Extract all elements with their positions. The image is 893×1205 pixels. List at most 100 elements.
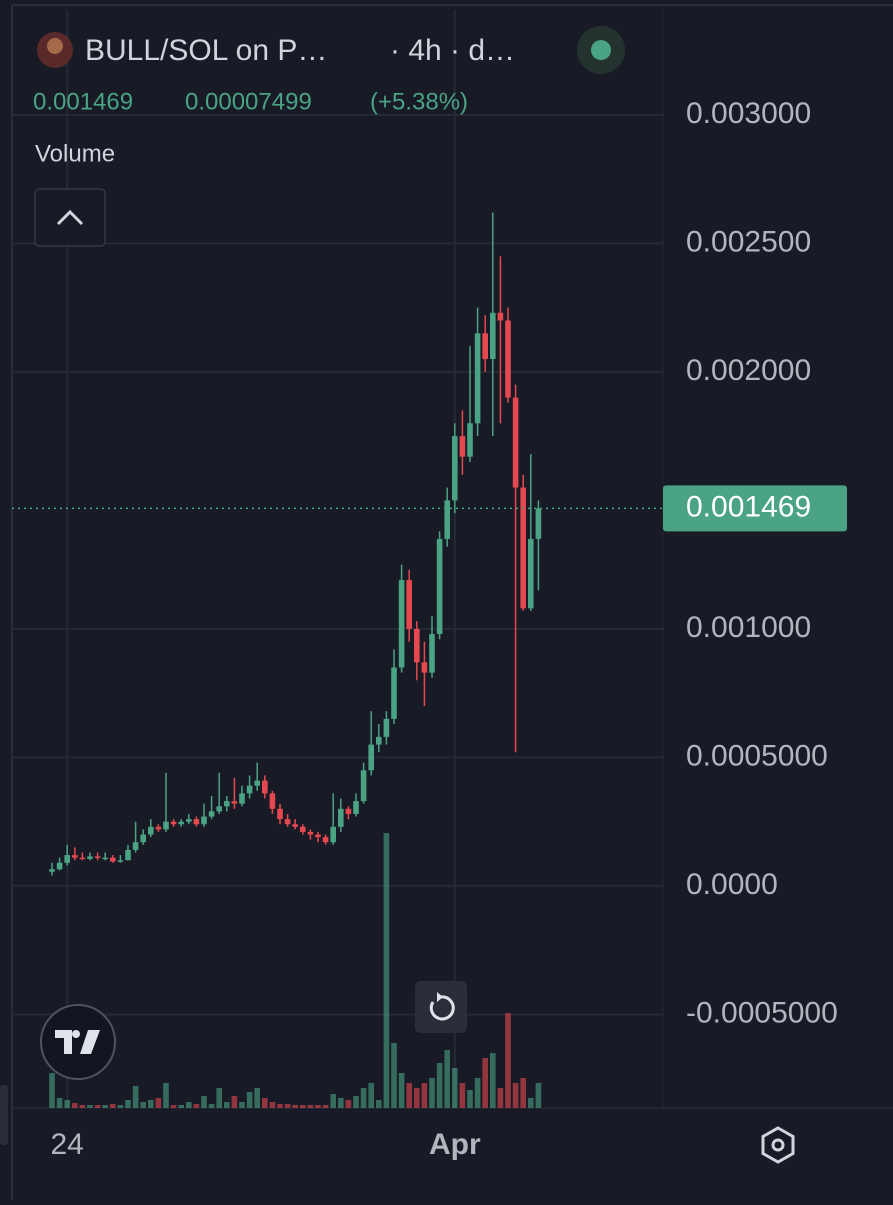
volume-bar [140,1102,146,1108]
candle-body [497,312,504,321]
tv-logo [55,1030,100,1054]
candle-body [193,819,200,825]
collapse-button[interactable] [34,188,106,247]
header-price: 0.001469 [33,88,133,115]
volume-bar [528,1098,534,1108]
volume-bar [512,1083,519,1108]
settings-icon-center [771,1138,785,1152]
volume-bar [421,1083,428,1108]
volume-bar [338,1098,344,1108]
volume-bar [87,1105,93,1108]
candle-body [56,862,63,870]
volume-bar [186,1102,192,1108]
volume-bar [125,1100,131,1108]
candle-body [383,718,390,737]
tv-logo-button[interactable] [40,1004,116,1080]
volume-bar [368,1083,374,1108]
last-price-label: 0.001469 [686,490,811,523]
collapse-icon [56,209,84,226]
candle-body [474,333,481,424]
volume-bar [224,1102,230,1108]
volume-bar [300,1105,306,1108]
candle-body [360,770,367,802]
volume-bar [262,1098,268,1108]
candle-body [269,793,276,809]
x-tick-label: 24 [51,1128,84,1161]
candle-body [254,780,260,786]
reset-button[interactable] [415,981,467,1033]
volume-bar [170,1105,177,1108]
volume-bar [148,1100,154,1108]
volume-bar [292,1105,298,1108]
candle-body [398,580,405,668]
volume-bar [132,1086,139,1108]
volume-bar [315,1105,321,1108]
volume-bar [353,1096,359,1108]
volume-bar [383,833,390,1108]
candle-body [444,500,450,539]
interval[interactable]: · 4h · d… [390,34,515,67]
last-price-tag [663,485,847,532]
candle-body [155,826,162,830]
candle-body [520,487,526,609]
candle-body [482,333,488,360]
candle-body [467,423,473,457]
candle-body [421,662,428,673]
candle-body [163,821,169,830]
volume-bar [246,1092,253,1108]
volume-bar [178,1105,184,1108]
candle-body [102,857,108,860]
volume-bar [193,1104,200,1108]
candle-body [315,834,321,838]
volume-bar [505,1013,511,1108]
candle-body [125,849,131,861]
candle-body [201,816,207,825]
candle-body [186,819,192,822]
side-handle[interactable] [0,1085,8,1145]
volume-bar [360,1088,367,1108]
y-tick-label: 0.0000 [686,868,778,901]
volume-bar [201,1096,207,1108]
candle-body [277,808,283,820]
candle-body [132,842,139,850]
y-tick-label: -0.0005000 [686,996,838,1029]
status-dot [591,40,611,60]
candle-body [512,397,519,488]
candle-body [94,856,101,858]
volume-bar [330,1094,336,1108]
volume-bar [490,1053,496,1108]
y-tick-label: 0.0005000 [686,739,828,772]
volume-bar [322,1105,329,1108]
volume-bar [49,1073,55,1108]
candle-body [414,628,420,663]
candle-body [406,580,412,629]
candle-body [284,819,291,825]
y-tick-label: 0.002000 [686,354,811,387]
y-tick-label: 0.001000 [686,611,811,644]
volume-bar [391,1043,397,1108]
header-change-percent: (+5.38%) [370,88,468,115]
volume-bar [72,1103,78,1108]
volume-bar [398,1073,405,1108]
volume-bar [520,1078,526,1108]
candle-body [345,808,352,814]
candle-body [140,834,146,843]
candle-body [429,634,435,673]
candle-body [178,821,184,825]
candle-body [246,785,253,794]
volume-bar [79,1105,86,1108]
symbol-title[interactable]: BULL/SOL on P… [85,34,327,67]
candle-body [170,821,177,825]
candle-body [376,736,382,745]
volume-bar [254,1088,260,1108]
volume-bar [239,1102,245,1108]
candle-body [490,312,496,360]
candle-body [353,801,359,814]
volume-bar [284,1104,291,1108]
candle-body [208,811,215,817]
settings-button[interactable] [761,1126,795,1164]
volume-bar [436,1063,443,1108]
volume-bar [345,1100,352,1108]
candle-body [322,837,329,843]
